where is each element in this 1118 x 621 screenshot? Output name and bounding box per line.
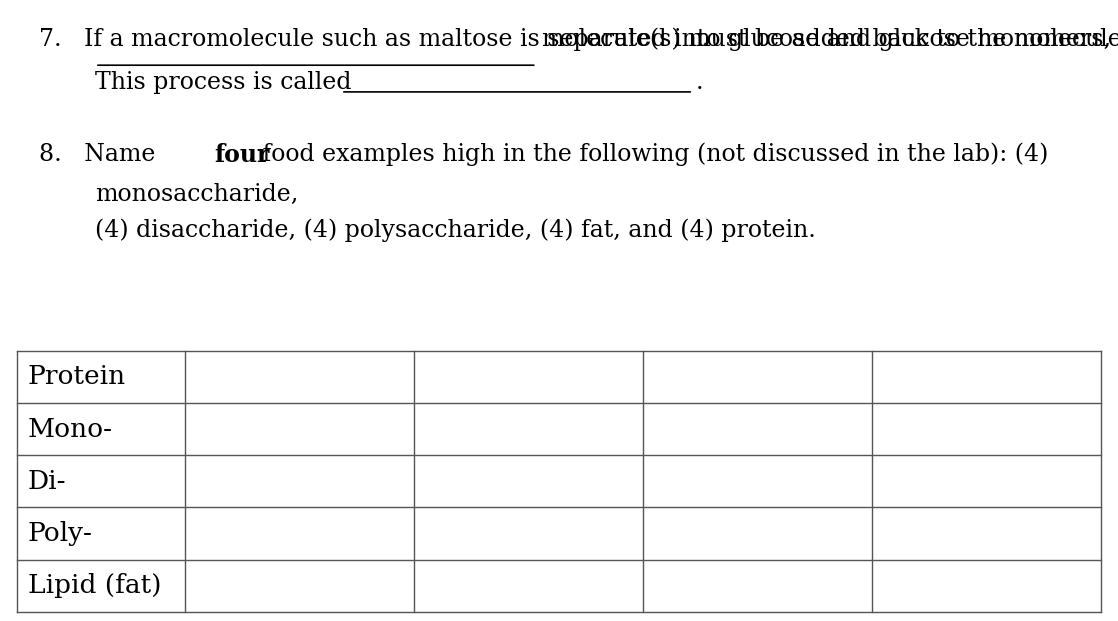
Text: food examples high in the following (not discussed in the lab): (4): food examples high in the following (not… [255,143,1049,166]
Text: (4) disaccharide, (4) polysaccharide, (4) fat, and (4) protein.: (4) disaccharide, (4) polysaccharide, (4… [95,219,816,242]
Text: molecule(s) must be added back to the molecules.: molecule(s) must be added back to the mo… [542,28,1118,51]
Text: Poly-: Poly- [28,521,93,546]
Text: 7.   If a macromolecule such as maltose is separated into glucose and glucose mo: 7. If a macromolecule such as maltose is… [39,28,1111,51]
Text: 8.   Name: 8. Name [39,143,163,166]
Text: four: four [215,143,271,167]
Text: Di-: Di- [28,469,66,494]
Text: Lipid (fat): Lipid (fat) [28,573,161,598]
Text: .: . [695,71,703,94]
Text: Protein: Protein [28,365,126,389]
Text: monosaccharide,: monosaccharide, [95,183,299,206]
Text: Mono-: Mono- [28,417,113,442]
Text: This process is called: This process is called [95,71,351,94]
